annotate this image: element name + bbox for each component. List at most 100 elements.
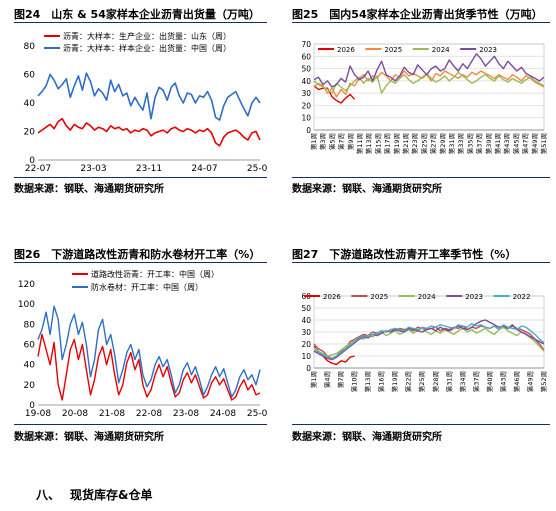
section-title: 现货库存&仓单 [70,488,153,502]
x-tick-label: 第29周 [438,133,447,154]
x-tick-label: 22-07 [25,164,51,174]
x-tick-label: 第39周 [484,133,493,154]
series-line [313,325,545,360]
legend-label: 2025 [370,293,388,301]
y-tick-label: 0 [29,401,35,411]
x-tick-label: 第13周 [364,133,373,154]
x-tick-label: 25-08 [247,409,267,419]
chart-source: 数据来源：钢联、海通期货研究所 [292,184,442,195]
x-tick-label: 23-08 [173,409,199,419]
x-tick-label: 24-08 [210,409,236,419]
y-tick-label: 20 [301,340,311,349]
y-tick-label: 80 [24,320,36,330]
y-tick-label: 0 [306,364,311,373]
x-tick-label: 第49周 [530,133,539,154]
x-tick-label: 第37周 [475,133,484,154]
x-tick-label: 第51周 [539,133,548,154]
section-heading: 八、 现货库存&仓单 [36,486,152,503]
x-tick-label: 第7周 [337,133,346,150]
x-tick-label: 第33周 [456,133,465,154]
x-tick-label: 第46周 [512,371,521,392]
x-tick-label: 第34周 [458,371,467,392]
x-tick-label: 23-11 [136,164,162,174]
y-tick-label: 50 [301,304,311,313]
x-tick-label: 第5周 [327,133,336,150]
x-tick-label: 第23周 [410,133,419,154]
y-tick-label: 0 [306,126,311,135]
chart-26-svg: 0 20 40 60 80 100 120 19-08 20-08 21-08 22-08 23-08… [18,269,267,419]
source-divider [14,424,267,425]
x-tick-label: 第21周 [401,133,410,154]
legend-label: 道路改性沥青：开工率：中国（周） [91,269,219,279]
legend-label: 2023 [465,293,483,301]
series-line [313,322,545,360]
y-tick-label: 100 [18,300,35,310]
x-tick-label: 第31周 [447,133,456,154]
legend-label: 2022 [513,293,531,301]
y-tick-label: 40 [24,361,36,371]
legend-label: 2023 [479,46,497,54]
chart-source: 数据来源：钢联、海通期货研究所 [14,432,164,443]
x-tick-label: 25-03 [247,164,267,174]
title-underline [14,22,267,23]
legend-label: 2025 [384,46,402,54]
chart-panel-27: 图27 下游道路改性沥青开工率季节性（%） 0102030405060第1周第4… [292,246,550,443]
x-tick-label: 第31周 [444,371,453,392]
legend-label: 防水卷材：开工率：中国（周） [91,282,203,292]
x-tick-label: 第28周 [431,371,440,392]
x-tick-label: 第16周 [377,371,386,392]
y-tick-label: 80 [24,42,36,52]
series-line [37,333,261,401]
y-tick-label: 40 [24,99,36,109]
x-tick-label: 24-07 [191,164,217,174]
chart-24-svg: 0 20 40 60 80 22-07 23-03 23-11 24-07 25-03 沥青：大样本… [24,31,267,174]
title-underline [14,262,267,263]
x-tick-label: 第35周 [465,133,474,154]
y-tick-label: 0 [29,156,35,166]
x-tick-label: 第45周 [511,133,520,154]
y-tick-label: 20 [24,128,36,138]
y-tick-label: 20 [24,381,36,391]
source-divider [292,424,550,425]
x-tick-label: 第22周 [404,371,413,392]
source-divider [14,177,267,178]
y-tick-label: 40 [301,316,311,325]
chart-panel-24: 图24 山东 & 54家样本企业沥青出货量（万吨） 0 20 40 60 80 22-07… [14,6,267,195]
x-tick-label: 第25周 [417,371,426,392]
x-tick-label: 21-08 [99,409,125,419]
legend-label: 沥青：大样本：样本企业：出货量：中国（周） [63,43,231,53]
x-tick-label: 23-03 [80,164,106,174]
series-line [313,319,545,361]
x-tick-label: 第3周 [318,133,327,150]
x-tick-label: 第43周 [502,133,511,154]
x-tick-label: 第49周 [525,371,534,392]
legend-label: 沥青：大样本：生产企业：出货量：山东（周） [63,31,231,41]
title-underline [292,22,550,23]
x-tick-label: 第37周 [471,371,480,392]
y-tick-label: 10 [301,352,311,361]
x-tick-label: 第43周 [498,371,507,392]
series-line [37,117,261,147]
series-line [313,85,356,104]
chart-title: 图24 山东 & 54家样本企业沥青出货量（万吨） [14,8,260,21]
series-line [313,53,545,88]
series-line [313,326,545,357]
x-tick-label: 20-08 [62,409,88,419]
chart-title: 图25 国内54家样本企业沥青出货季节性（万吨） [292,8,543,21]
y-tick-label: 60 [24,71,36,81]
chart-27-svg: 0102030405060第1周第4周第7周第10周第13周第16周第19周第2… [301,292,548,392]
y-tick-label: 60 [24,341,36,351]
x-tick-label: 第19周 [392,133,401,154]
x-tick-label: 第10周 [350,371,359,392]
series-line [313,71,545,94]
x-tick-label: 第52周 [539,371,548,392]
y-tick-label: 120 [18,280,35,290]
chart-panel-26: 图26 下游道路改性沥青和防水卷材开工率（%） 0 20 40 60 80 100 120 1… [14,246,267,443]
x-tick-label: 第15周 [373,133,382,154]
x-tick-label: 第11周 [355,133,364,154]
source-divider [292,177,550,178]
x-tick-label: 第40周 [485,371,494,392]
x-tick-label: 第25周 [419,133,428,154]
section-number: 八、 [36,488,61,502]
